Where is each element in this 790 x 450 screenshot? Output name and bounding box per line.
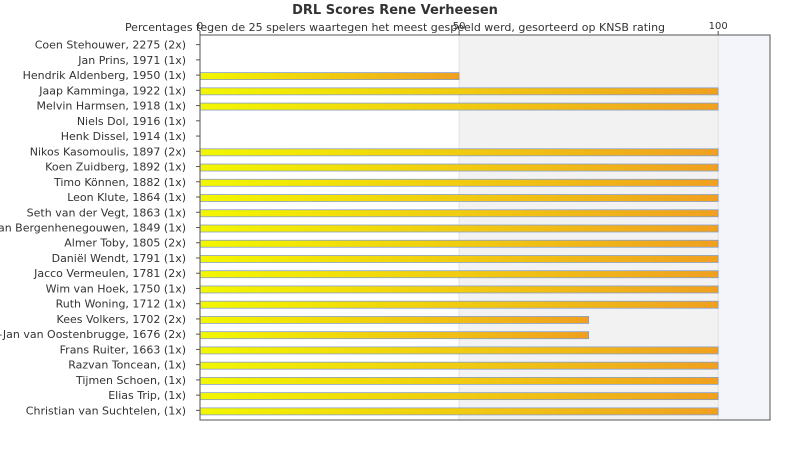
category-label: Tijmen Schoen, (1x) [75,374,186,387]
category-label: Jan Prins, 1971 (1x) [77,54,186,67]
category-label: van Bergenhenegouwen, 1849 (1x) [0,222,186,235]
category-label: Timo Können, 1882 (1x) [53,176,186,189]
bar [199,285,719,294]
category-label: Ruth Woning, 1712 (1x) [56,298,186,311]
bar [199,376,719,385]
category-label: Kees Volkers, 1702 (2x) [57,313,186,326]
x-tick-label: 0 [197,21,203,32]
chart-subtitle: Percentages tegen de 25 spelers waartege… [124,21,666,34]
category-label: Frans Ruiter, 1663 (1x) [60,343,186,356]
category-label: Razvan Toncean, (1x) [68,359,186,372]
x-tick-label: 50 [453,21,466,32]
bar [199,239,719,248]
category-label: Almer Toby, 1805 (2x) [64,237,186,250]
category-label: Melvin Harmsen, 1918 (1x) [37,100,186,113]
bar [199,361,719,370]
bar [199,392,719,401]
category-label: Nikos Kasomoulis, 1897 (2x) [30,145,186,158]
category-label: Henk Dissel, 1914 (1x) [61,130,186,143]
category-label: Christian van Suchtelen, (1x) [26,404,186,417]
category-label: Elias Trip, (1x) [108,389,186,402]
category-label: Jaap Kamminga, 1922 (1x) [38,84,186,97]
bar [199,407,719,416]
bar [199,270,719,279]
bar [199,331,590,340]
bar [199,72,460,80]
category-label: Daniël Wendt, 1791 (1x) [52,252,186,265]
category-label: Coen Stehouwer, 2275 (2x) [35,39,186,52]
category-label: Jacco Vermeulen, 1781 (2x) [33,267,186,280]
bar [199,87,719,96]
band-100-max [718,35,770,420]
bar [199,255,719,263]
category-label: Koen Zuidberg, 1892 (1x) [45,161,186,174]
bar [199,102,719,111]
bar [199,224,719,233]
bar [199,316,590,324]
bar [199,209,719,218]
category-label: Seth van der Vegt, 1863 (1x) [27,206,186,219]
bar [199,148,719,157]
bar [199,300,719,309]
category-label: Wim van Hoek, 1750 (1x) [46,282,186,295]
bar [199,178,719,187]
category-label: Leon Klute, 1864 (1x) [67,191,186,204]
bar [199,346,719,355]
x-tick-label: 100 [709,21,728,32]
chart-title: DRL Scores Rene Verheesen [292,3,498,18]
category-label: t-Jan van Oostenbrugge, 1676 (2x) [0,328,186,341]
category-label: Niels Dol, 1916 (1x) [77,115,186,128]
bar [199,194,719,202]
bar [199,163,719,172]
category-label: Hendrik Aldenberg, 1950 (1x) [23,69,186,82]
